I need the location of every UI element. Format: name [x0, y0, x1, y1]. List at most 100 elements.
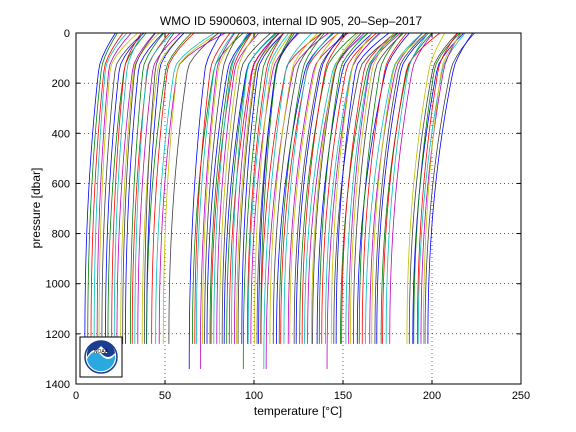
profile-line: [146, 33, 192, 344]
y-tick-label: 600: [52, 178, 70, 190]
profile-line: [98, 33, 138, 344]
profile-line: [209, 33, 252, 344]
profile-line: [122, 33, 156, 344]
x-tick-label: 100: [245, 390, 263, 402]
profile-line: [246, 33, 284, 344]
profile-line: [188, 33, 222, 369]
profile-line: [107, 33, 147, 344]
y-tick-label: 1200: [46, 329, 70, 341]
profile-line: [234, 33, 280, 344]
y-tick-label: 0: [64, 28, 70, 40]
profile-line: [341, 33, 395, 344]
profile-line: [374, 33, 428, 344]
profile-line: [312, 33, 362, 344]
profile-line: [151, 33, 195, 344]
profile-line: [116, 33, 156, 344]
profile-line: [318, 33, 369, 344]
profile-line: [324, 33, 381, 344]
profile-line: [349, 33, 395, 344]
profile-line: [289, 33, 339, 344]
profile-line: [168, 33, 219, 344]
profile-line: [424, 33, 475, 344]
profile-line: [93, 33, 128, 344]
y-axis-label: pressure [dbar]: [29, 168, 43, 249]
profile-line: [365, 33, 423, 344]
x-tick-label: 0: [73, 390, 79, 402]
profile-line: [269, 33, 319, 344]
profile-line: [129, 33, 165, 344]
profile-line: [263, 33, 313, 369]
profile-line: [348, 33, 401, 344]
profile-line: [307, 33, 365, 344]
profile-line: [413, 33, 461, 344]
profile-line: [423, 33, 463, 344]
profile-line: [242, 33, 284, 369]
profile-line: [380, 33, 433, 344]
chart-title: WMO ID 5900603, internal ID 905, 20–Sep–…: [160, 14, 422, 28]
profile-line: [382, 33, 441, 344]
profile-line: [137, 33, 181, 344]
profile-line: [87, 33, 118, 344]
profile-line: [345, 33, 395, 344]
profile-line: [260, 33, 323, 344]
profile-line: [287, 33, 349, 344]
profile-line: [221, 33, 271, 344]
profile-line: [278, 33, 325, 344]
profile-line: [141, 33, 185, 344]
x-axis-label: temperature [°C]: [254, 404, 342, 418]
profile-line: [361, 33, 407, 344]
profile-line: [406, 33, 446, 344]
profile-line: [216, 33, 260, 344]
profile-line: [199, 33, 236, 369]
profile-line: [293, 33, 347, 344]
profile-line: [420, 33, 461, 344]
y-tick-label: 800: [52, 229, 70, 241]
profile-line: [358, 33, 403, 344]
profile-line: [295, 33, 345, 344]
profile-line: [299, 33, 357, 344]
profile-line: [247, 33, 289, 344]
profile-line: [192, 33, 244, 344]
x-tick-label: 150: [334, 390, 352, 402]
profile-line: [134, 33, 173, 344]
profile-line: [335, 33, 390, 344]
profile-line: [258, 33, 298, 344]
profile-line: [254, 33, 293, 344]
grid-lines: [76, 33, 521, 384]
profile-line: [143, 33, 175, 344]
profile-line: [204, 33, 240, 344]
profile-line: [195, 33, 235, 344]
profile-line: [113, 33, 144, 344]
profile-line: [125, 33, 164, 344]
profile-line: [202, 33, 240, 344]
temperature-profiles: [84, 33, 475, 369]
profile-line: [111, 33, 142, 344]
profile-line: [272, 33, 323, 344]
profile-line: [330, 33, 373, 344]
profile-line: [376, 33, 430, 344]
profile-line: [213, 33, 249, 344]
profile-line: [206, 33, 251, 344]
profile-line: [276, 33, 334, 344]
profile-line: [260, 33, 293, 344]
y-tick-label: 200: [52, 78, 70, 90]
profile-line: [369, 33, 424, 344]
noaa-logo-text: NOAA: [94, 349, 109, 355]
profile-line: [250, 33, 300, 344]
profile-line: [210, 33, 253, 344]
profile-line: [241, 33, 284, 344]
y-axis-ticks: 0 200 400 600 800 1000 1200 1400: [46, 28, 521, 391]
y-tick-label: 1400: [46, 379, 70, 391]
x-tick-label: 200: [423, 390, 441, 402]
profile-line: [194, 33, 231, 344]
y-tick-label: 400: [52, 128, 70, 140]
profile-line: [120, 33, 160, 344]
profile-line: [321, 33, 377, 344]
profile-line: [304, 33, 368, 344]
profile-line: [352, 33, 404, 344]
profile-line: [237, 33, 280, 344]
y-tick-label: 1000: [46, 279, 70, 291]
profile-line: [236, 33, 285, 344]
x-axis-ticks: 0 50 100 150 200 250: [73, 33, 530, 402]
